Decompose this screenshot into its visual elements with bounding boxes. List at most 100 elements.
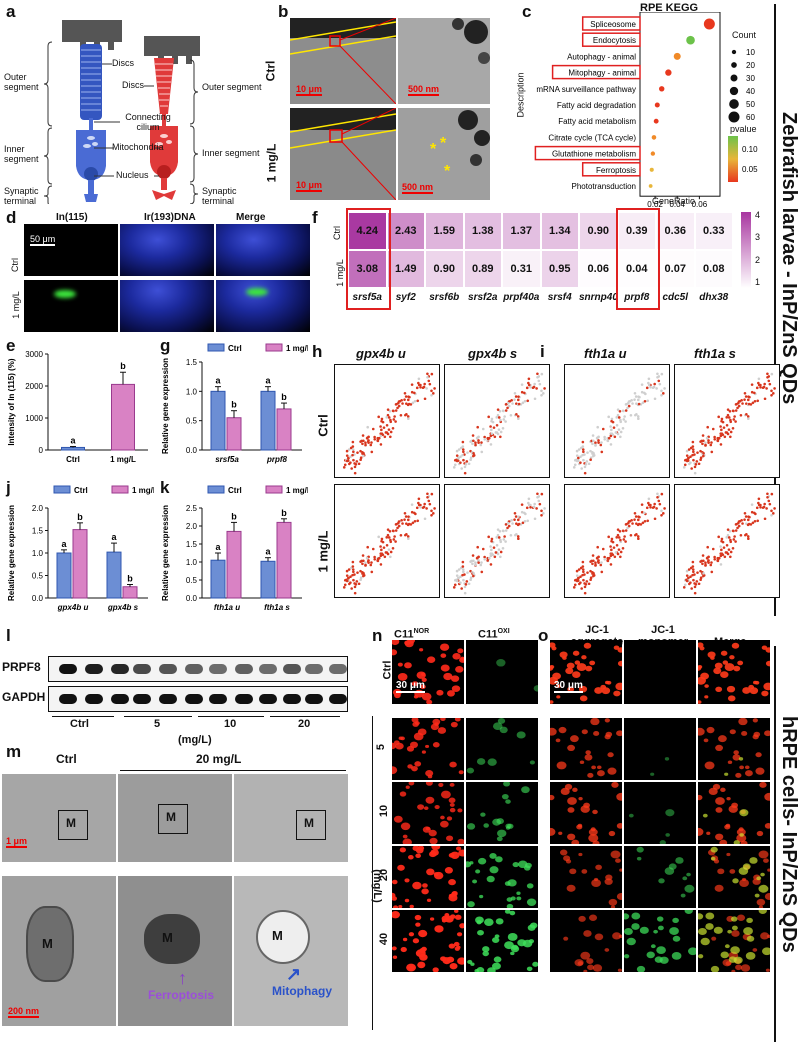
scatter-point — [619, 435, 622, 439]
fluor-cell — [392, 905, 399, 908]
heatmap-cell: 1.34 — [540, 212, 579, 250]
scatter-point — [455, 459, 459, 463]
scatter-point — [636, 415, 640, 418]
kegg-category-label: Fatty acid degradation — [557, 101, 636, 110]
fluor-cell — [392, 742, 397, 750]
scatter-point — [495, 543, 499, 547]
fluor-cell — [738, 718, 748, 726]
fluor-cell — [392, 946, 397, 951]
scatter-point — [510, 398, 513, 402]
scatter-point — [581, 440, 585, 444]
bar — [260, 390, 276, 451]
scatter-point — [394, 420, 397, 423]
fluor-cell — [510, 896, 516, 901]
em-box-treated2 — [296, 810, 326, 840]
scatter-point — [720, 432, 724, 435]
fluor-cell — [421, 692, 432, 701]
scatter-point — [619, 418, 622, 422]
fluor-cell — [451, 685, 461, 693]
scatter-point — [741, 402, 744, 405]
fluor-cell — [606, 680, 612, 685]
panel-label-o: o — [538, 626, 549, 645]
scatter-point — [457, 448, 461, 451]
fluor-cell — [415, 949, 426, 958]
scatter-point — [646, 399, 650, 403]
fluor-cell — [438, 782, 444, 787]
scale-bar-tem-treated: 10 μm — [296, 180, 323, 192]
fluor-cell — [528, 939, 535, 944]
scatter-point — [489, 434, 493, 438]
fluor-cell — [426, 868, 435, 876]
fluor-cell — [521, 786, 530, 794]
scatter-point — [496, 413, 500, 417]
scatter-point — [713, 555, 716, 559]
fluor-cell — [746, 917, 753, 924]
scatter-point — [757, 383, 761, 387]
fluor-cell — [477, 929, 484, 936]
heatmap-cell: 0.07 — [656, 250, 695, 288]
legend-label: 1 mg/L — [286, 344, 308, 353]
fluor-cell — [428, 829, 437, 837]
scatter-point — [719, 554, 723, 558]
significance-letter: b — [77, 512, 83, 522]
fluor-cell — [418, 929, 428, 938]
scatter-point — [616, 413, 620, 417]
scatter-point — [734, 420, 737, 423]
scatter-point — [506, 521, 510, 525]
scatter-point — [770, 492, 774, 496]
fluor-cell — [740, 964, 751, 972]
scatter-point — [685, 574, 689, 577]
fluor-cell — [414, 761, 422, 767]
scatter-point — [743, 398, 746, 401]
scatter-point — [702, 572, 705, 575]
scatter-point — [387, 548, 391, 551]
y-axis-label: Intensity of In (115) (%) — [7, 358, 16, 445]
scatter-point — [492, 546, 496, 549]
scatter-point — [692, 570, 695, 574]
fluor-cell — [698, 927, 707, 936]
fluor-cell — [456, 945, 461, 949]
scatter-point — [350, 587, 353, 590]
fluor-cell — [474, 969, 480, 972]
fluor-cell — [722, 660, 729, 665]
fluor-cell — [592, 964, 603, 972]
scatter-point — [599, 563, 603, 567]
scatter-point — [653, 397, 657, 401]
scatter-point — [637, 395, 640, 398]
scatter-point — [727, 548, 731, 551]
scatter-panel — [334, 364, 440, 478]
scatter-point — [662, 512, 665, 515]
scatter-point — [641, 401, 645, 405]
fluor-cell — [449, 761, 457, 768]
scatter-point — [351, 453, 354, 457]
kegg-xlabel: GeneRatio — [652, 196, 696, 206]
y-tick-label: 0.0 — [32, 594, 44, 603]
panel-label-g: g — [160, 336, 171, 355]
scatter-point — [726, 432, 730, 436]
fluor-cell — [551, 646, 557, 651]
scatter-point — [483, 435, 486, 439]
scatter-point — [350, 467, 353, 470]
em-zoom-marker-treated1: M — [162, 930, 173, 945]
em-box-ctrl — [58, 810, 88, 840]
scatter-point — [597, 441, 600, 444]
scatter-point — [745, 533, 748, 536]
scatter-point — [615, 543, 619, 547]
scatter-point — [637, 537, 640, 540]
scatter-point — [747, 537, 750, 540]
scatter-point — [707, 559, 710, 562]
scatter-point — [379, 545, 382, 548]
fluor-cell — [611, 782, 619, 788]
scatter-point — [697, 582, 701, 586]
fluor-cell — [567, 797, 577, 805]
scatter-point — [394, 409, 398, 412]
fluor-cell — [478, 857, 487, 865]
scatter-point — [656, 376, 659, 379]
y-tick-label: 1.0 — [186, 558, 198, 567]
scatter-point — [504, 403, 508, 406]
scatter-point — [732, 418, 736, 421]
heatmap-colorbar-tick: 2 — [755, 254, 761, 265]
tem-ctrl-overview: 10 μm — [290, 18, 396, 104]
fluor-cell — [574, 660, 581, 665]
scatter-point — [619, 430, 623, 434]
